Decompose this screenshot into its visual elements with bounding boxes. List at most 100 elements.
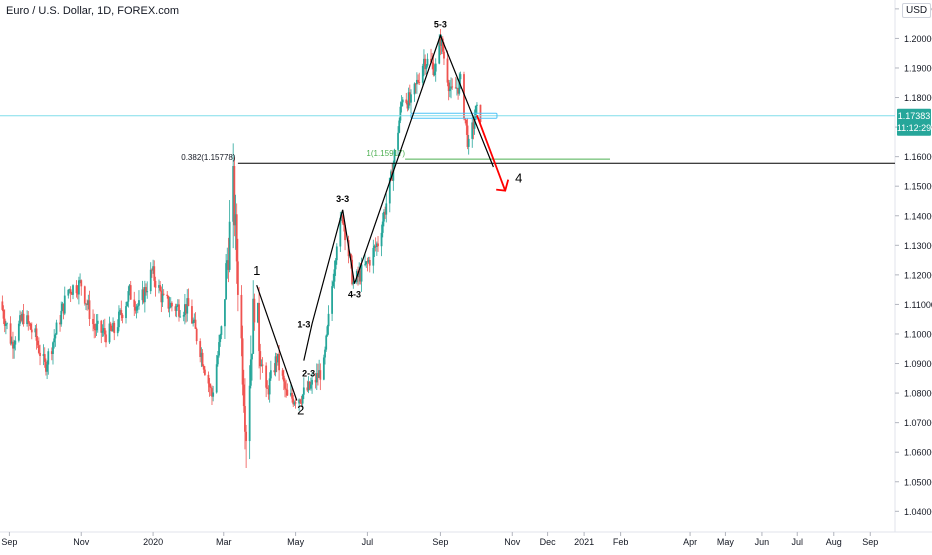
candle-body [261,364,264,366]
candle-body [135,306,138,311]
candle-body [234,214,237,226]
candle-body [241,338,244,385]
candle-body [374,245,377,247]
candle-body [424,58,427,70]
candle-body [169,302,172,308]
y-tick-label: 1.15000 [904,182,932,192]
candle-body [30,329,33,333]
candle-body [185,304,187,314]
candle-body [136,305,139,307]
candle-body [430,58,432,62]
candle-body [397,132,399,150]
candle-body [438,38,441,64]
candle-body [149,269,152,292]
symbol-title[interactable]: Euro / U.S. Dollar, 1D, FOREX.com [6,5,179,17]
candle-body [368,259,371,266]
candle-body [434,63,437,72]
candle-body [70,293,73,295]
candle-body [463,74,465,119]
candle-body [120,310,123,315]
candle-body [67,289,70,296]
candle-body [322,357,325,380]
candle-body [227,260,230,270]
candle-body [87,300,90,306]
candle-body [457,87,459,94]
candle-body [307,381,310,391]
candle-body [358,270,361,278]
candle-body [364,264,366,266]
candle-body [315,373,318,383]
candle-body [182,315,185,317]
candle-body [146,291,149,293]
wave-label: 2 [297,402,304,417]
candle-body [286,389,289,396]
y-tick-label: 1.04000 [904,507,932,517]
candle-body [63,295,66,314]
candle-body [413,83,416,95]
candle-body [35,328,38,341]
candle-body [233,166,236,226]
projection-arrowhead [496,179,510,192]
wave-line [256,285,298,401]
y-tick-label: 1.06000 [904,448,932,458]
candle-body [9,323,12,344]
candle-body [47,351,50,365]
candle-body [301,394,304,404]
wave-label: 5-3 [434,19,447,29]
y-tick-label: 1.20000 [904,34,932,44]
candle-body [309,384,312,389]
candle-body [421,65,424,83]
candle-body [96,320,99,324]
candle-body [372,247,375,266]
wave-label: 1-3 [297,319,310,329]
x-tick-label: Sep [432,537,448,547]
candle-body [431,61,434,63]
candle-body [415,79,418,85]
y-tick-label: 1.18000 [904,93,932,103]
candle-body [407,92,410,109]
candle-body [401,99,404,103]
currency-badge[interactable]: USD [902,3,932,18]
candle-body [366,261,369,263]
candle-body [13,344,16,349]
candle-body [204,369,206,375]
candle-body [42,354,45,356]
candle-body [26,315,28,325]
candle-body [110,328,113,332]
candle-body [27,315,30,323]
candle-body [126,301,129,307]
candle-body [72,285,74,295]
candle-body [443,51,445,59]
y-tick-label: 1.07000 [904,418,932,428]
candle-body [212,392,215,397]
candle-body [289,392,292,396]
candle-body [299,399,302,403]
candle-body [94,328,97,331]
candle-body [88,300,91,320]
candle-body [384,211,386,215]
candle-body [142,289,145,303]
candle-body [108,323,111,343]
candle-body [151,269,153,271]
candle-body [22,313,25,325]
candle-body [36,340,39,346]
candle-body [383,211,385,222]
candle-body [298,399,301,404]
candle-body [174,306,177,311]
candle-body [458,79,461,94]
candle-body [235,214,238,262]
candle-body [59,322,61,325]
candle-body [54,334,57,339]
candle-body [326,326,329,336]
candle-body [268,378,271,395]
candle-body [472,122,475,129]
candle-body [284,381,286,389]
candle-body [332,281,335,287]
candle-body [133,299,136,307]
candle-body [248,385,251,442]
fib-green-label: 1(1.15917) [366,149,405,158]
x-tick-label: Sep [862,537,878,547]
candle-body [76,293,79,295]
